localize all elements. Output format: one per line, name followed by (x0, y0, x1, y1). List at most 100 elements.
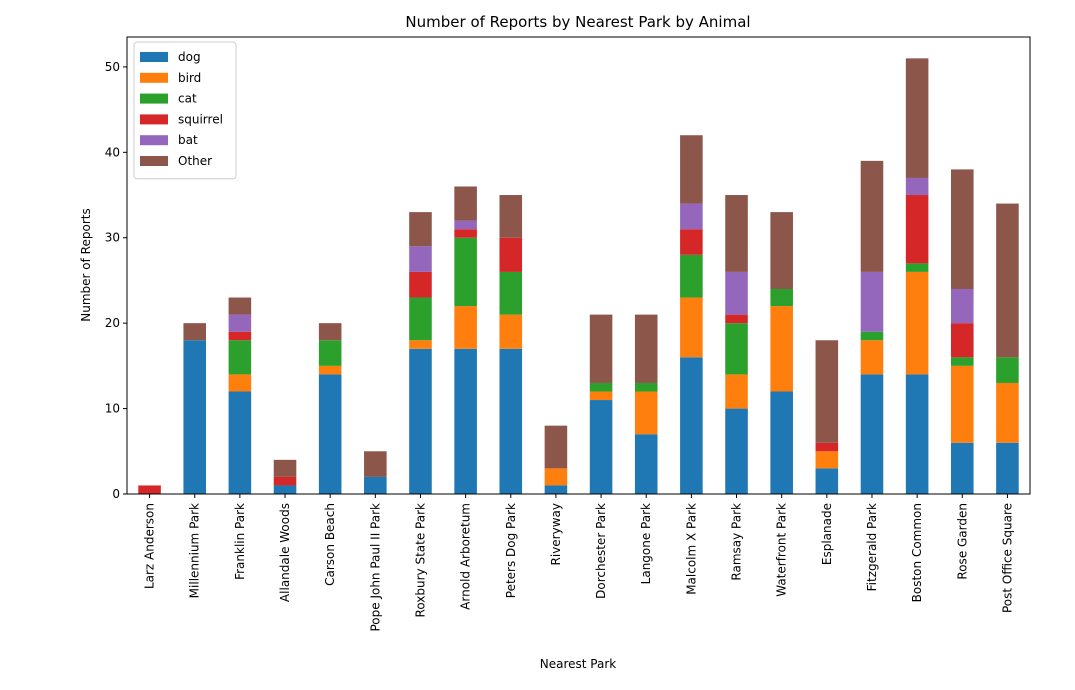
bar-segment-bat (454, 220, 477, 230)
x-tick-label: Arnold Arboretum (459, 503, 473, 610)
y-tick-label: 20 (105, 316, 120, 330)
bar-segment-bird (950, 365, 974, 443)
bar-segment-other (770, 212, 793, 289)
bars-layer (138, 58, 1019, 494)
bar-segment-cat (228, 340, 252, 375)
bar-segment-cat (499, 271, 523, 315)
legend-swatch-cat (140, 93, 168, 104)
legend-label-cat: cat (178, 92, 197, 106)
bar-segment-other (409, 212, 432, 247)
legend-label-dog: dog (178, 50, 201, 64)
bar-segment-squirrel (680, 229, 703, 255)
bar-segment-squirrel (228, 331, 252, 341)
bar-segment-dog (454, 348, 477, 494)
legend-label-squirrel: squirrel (178, 112, 223, 126)
bar-segment-cat (770, 288, 793, 307)
x-tick-label: Riveryway (549, 503, 563, 565)
bar-segment-bird (996, 382, 1019, 443)
bar-segment-squirrel (950, 323, 974, 358)
bar-segment-squirrel (905, 195, 929, 264)
x-tick-label: Larz Anderson (143, 503, 157, 589)
bar-segment-dog (364, 476, 387, 494)
bar-segment-other (996, 203, 1019, 358)
bar-segment-other (634, 314, 658, 383)
legend-swatch-bat (140, 135, 168, 146)
bar-segment-other (680, 135, 703, 204)
x-tick-label: Waterfront Park (775, 503, 789, 597)
bar-segment-other (950, 169, 974, 289)
bar-segment-squirrel (815, 442, 839, 452)
bar-segment-cat (409, 297, 432, 341)
bar-segment-bird (860, 340, 884, 375)
y-tick-label: 30 (105, 231, 120, 245)
y-tick-label: 10 (105, 402, 120, 416)
bar-segment-other (860, 160, 884, 272)
bar-segment-bird (725, 374, 748, 409)
bar-segment-dog (770, 391, 793, 494)
x-tick-label: Pope John Paul II Park (368, 503, 382, 632)
legend-label-other: Other (178, 154, 212, 168)
bar-segment-other (815, 340, 839, 443)
bar-segment-dog (680, 357, 703, 494)
bar-segment-bat (905, 177, 929, 196)
bar-segment-dog (318, 374, 342, 494)
x-tick-label: Allandale Woods (278, 503, 292, 602)
legend-label-bird: bird (178, 71, 201, 85)
bar-segment-other (228, 297, 252, 315)
y-tick-label: 40 (105, 145, 120, 159)
y-axis: 0 10 20 30 40 50 (105, 60, 127, 501)
bar-segment-other (589, 314, 613, 383)
y-axis-title: Number of Reports (79, 208, 93, 321)
x-tick-label: Millennium Park (188, 503, 202, 598)
bar-segment-dog (950, 442, 974, 494)
bar-segment-bird (409, 340, 432, 349)
x-tick-label: Rose Garden (955, 503, 969, 580)
bar-segment-cat (860, 331, 884, 341)
bar-segment-bat (409, 246, 432, 272)
bar-segment-other (273, 459, 297, 477)
x-tick-label: Esplanade (820, 503, 834, 565)
bar-segment-bird (454, 306, 477, 349)
x-tick-label: Roxbury State Park (413, 503, 427, 618)
bar-segment-dog (996, 442, 1019, 494)
bar-segment-dog (815, 468, 839, 494)
bar-segment-other (183, 323, 207, 341)
bar-segment-cat (725, 323, 748, 375)
y-tick-label: 0 (112, 487, 120, 501)
legend-swatch-bird (140, 72, 168, 83)
bar-segment-other (499, 195, 523, 238)
bar-segment-other (318, 323, 342, 341)
bar-segment-cat (634, 382, 658, 392)
x-tick-label: Carson Beach (323, 503, 337, 586)
bar-segment-other (454, 186, 477, 221)
bar-segment-cat (996, 357, 1019, 383)
bar-segment-dog (905, 374, 929, 494)
legend-swatch-dog (140, 52, 168, 62)
bar-segment-cat (589, 382, 613, 392)
x-tick-label: Post Office Square (1000, 503, 1014, 613)
bar-segment-dog (409, 348, 432, 494)
bar-segment-cat (905, 263, 929, 272)
bar-segment-bird (770, 306, 793, 392)
x-tick-label: Boston Common (910, 503, 924, 602)
bar-segment-squirrel (725, 314, 748, 324)
bar-segment-dog (544, 485, 568, 494)
x-tick-label: Fitzgerald Park (865, 503, 879, 591)
bar-segment-squirrel (409, 271, 432, 298)
x-tick-label: Ramsay Park (730, 503, 744, 581)
x-tick-label: Franklin Park (233, 503, 247, 580)
legend-swatch-other (140, 156, 168, 166)
bar-segment-bird (905, 271, 929, 375)
bar-segment-squirrel (273, 476, 297, 486)
bar-segment-dog (860, 374, 884, 494)
bar-segment-dog (589, 400, 613, 494)
x-axis-title: Nearest Park (540, 657, 617, 671)
bar-segment-dog (725, 408, 748, 494)
bar-segment-bird (318, 365, 342, 375)
bar-segment-cat (318, 340, 342, 366)
bar-segment-squirrel (499, 237, 523, 272)
bar-segment-cat (454, 237, 477, 307)
bar-segment-bat (725, 271, 748, 315)
y-tick-label: 50 (105, 60, 120, 74)
